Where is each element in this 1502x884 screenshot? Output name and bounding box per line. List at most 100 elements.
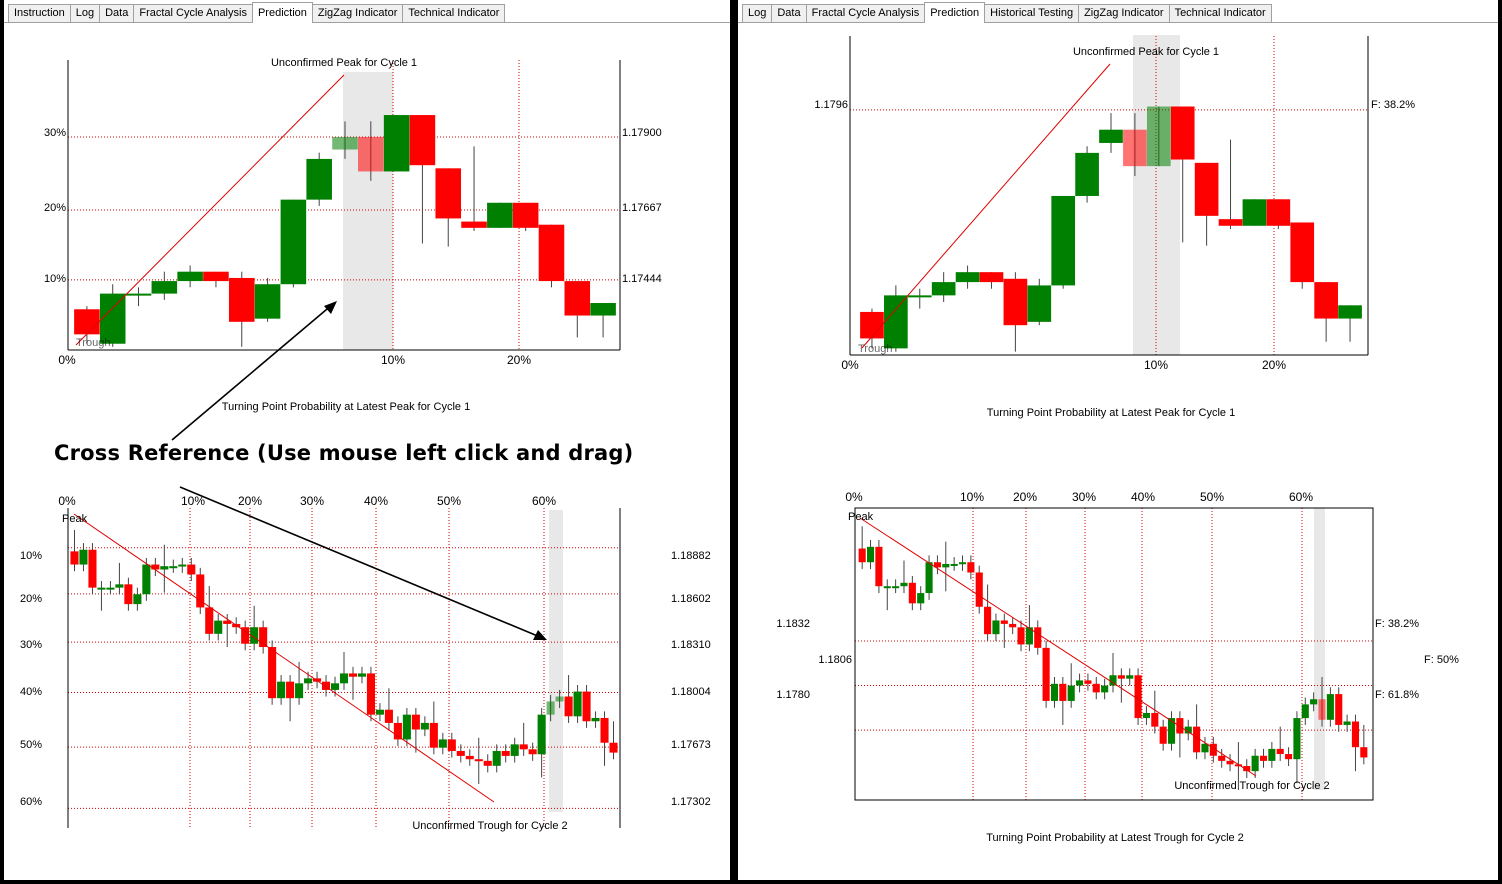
start-label: Trough (858, 343, 892, 355)
candle-body (133, 594, 142, 605)
candle-body (366, 673, 375, 715)
candle-body (555, 696, 564, 702)
tab-data[interactable]: Data (771, 4, 807, 22)
right-tab-bar: Log Data Fractal Cycle Analysis Prediction H… (742, 2, 1272, 23)
candle-body (1123, 129, 1147, 167)
candle-body (332, 136, 358, 150)
x-axis-percent-label: 20% (238, 494, 262, 508)
candle-body (979, 272, 1004, 283)
candle-body (1050, 683, 1059, 701)
candle-body (519, 744, 528, 750)
candle-body (203, 271, 229, 282)
x-axis-percent-label: 60% (1289, 490, 1313, 504)
candle-body (1134, 675, 1142, 719)
tab-historical-testing[interactable]: Historical Testing (984, 4, 1080, 22)
x-axis-percent-label: 0% (58, 353, 76, 367)
candle-body (591, 717, 600, 722)
candle-body (187, 564, 196, 575)
chart-title: Unconfirmed Trough for Cycle 2 (1174, 780, 1329, 792)
tab-technical-indicator[interactable]: Technical Indicator (1168, 4, 1272, 22)
candle-body (1194, 162, 1219, 216)
y-axis-percent-label: 30% (44, 127, 66, 139)
tab-prediction[interactable]: Prediction (924, 2, 986, 23)
candle-body (1101, 685, 1109, 693)
candle-body (1025, 627, 1033, 645)
candle-body (1301, 704, 1309, 719)
y-axis-price-label: 1.17667 (622, 202, 662, 214)
candle-body (1042, 647, 1050, 701)
candle-body (858, 548, 866, 563)
candle-body (1218, 755, 1226, 761)
candle-body (169, 566, 178, 569)
candle-body (992, 620, 1000, 635)
candle-body (564, 281, 591, 316)
candle-body (1218, 219, 1243, 226)
candle-body (313, 678, 322, 682)
candle-body (1209, 743, 1217, 756)
x-axis-percent-label: 10% (960, 490, 984, 504)
candle-body (1099, 129, 1123, 143)
left-charts: Unconfirmed Peak for Cycle 1 Trough Turnin… (20, 57, 711, 832)
candle-body (975, 572, 983, 607)
candle-body (429, 722, 438, 748)
y-axis-price-label: 1.18882 (671, 550, 711, 562)
candle-body (1201, 743, 1209, 753)
tab-zigzag-indicator[interactable]: ZigZag Indicator (311, 4, 404, 22)
annotation-arrow-up (171, 303, 334, 441)
candle-body (492, 750, 501, 766)
candle-body (984, 606, 992, 635)
y-axis-price-label: 1.18004 (671, 686, 711, 698)
y-axis-price-label: 1.18310 (671, 639, 711, 651)
x-axis-percent-label: 10% (381, 353, 405, 367)
y-axis-percent-label: 20% (20, 593, 42, 605)
tab-data[interactable]: Data (99, 4, 135, 22)
tab-prediction[interactable]: Prediction (251, 2, 313, 23)
candle-body (538, 224, 565, 282)
x-axis-percent-label: 0% (845, 490, 863, 504)
candle-body (435, 168, 462, 219)
candle-body (321, 681, 331, 690)
candle-body (1290, 222, 1315, 283)
candle-body (205, 607, 214, 634)
tab-instruction[interactable]: Instruction (8, 4, 71, 22)
candle-body (1251, 755, 1259, 772)
candle-body (1310, 699, 1318, 705)
candle-body (931, 282, 956, 296)
y-axis-price-label: 1.1780 (776, 689, 810, 701)
tab-fractal-cycle-analysis[interactable]: Fractal Cycle Analysis (133, 4, 253, 22)
y-axis-percent-label: 10% (44, 273, 66, 285)
x-axis-percent-label: 10% (1144, 358, 1168, 372)
candle-body (1051, 195, 1076, 286)
tab-technical-indicator[interactable]: Technical Indicator (402, 4, 506, 22)
cycle-trend-line (861, 63, 1111, 349)
candle-body (875, 546, 883, 587)
candle-body (1176, 718, 1184, 734)
candle-body (177, 271, 203, 282)
candle-body (908, 582, 916, 604)
y-axis-price-label: 1.1796 (814, 99, 848, 111)
candle-body (106, 587, 115, 590)
candle-body (286, 681, 295, 699)
tab-zigzag-indicator[interactable]: ZigZag Indicator (1078, 4, 1170, 22)
right-charts: Unconfirmed Peak for Cycle 1 Trough 1.1796… (776, 35, 1459, 844)
candle-body (1293, 718, 1301, 760)
candle-body (950, 563, 958, 566)
candle-body (70, 551, 79, 565)
candle-body (573, 691, 582, 717)
candle-body (99, 293, 126, 344)
candle-body (124, 584, 133, 605)
candle-body (1226, 760, 1234, 765)
candle-body (512, 202, 539, 228)
candle-body (402, 714, 411, 740)
candle-body (1003, 278, 1028, 326)
candle-body (1017, 627, 1025, 645)
y-axis-price-label: 1.17673 (671, 739, 711, 751)
candle-body (883, 586, 891, 589)
candle-body (1000, 620, 1008, 624)
candle-body (280, 199, 307, 285)
candle-body (1243, 766, 1251, 772)
candle-body (1276, 748, 1284, 755)
chart-title: Unconfirmed Peak for Cycle 1 (1073, 46, 1219, 58)
candle-body (330, 683, 340, 690)
candle-body (884, 295, 908, 349)
